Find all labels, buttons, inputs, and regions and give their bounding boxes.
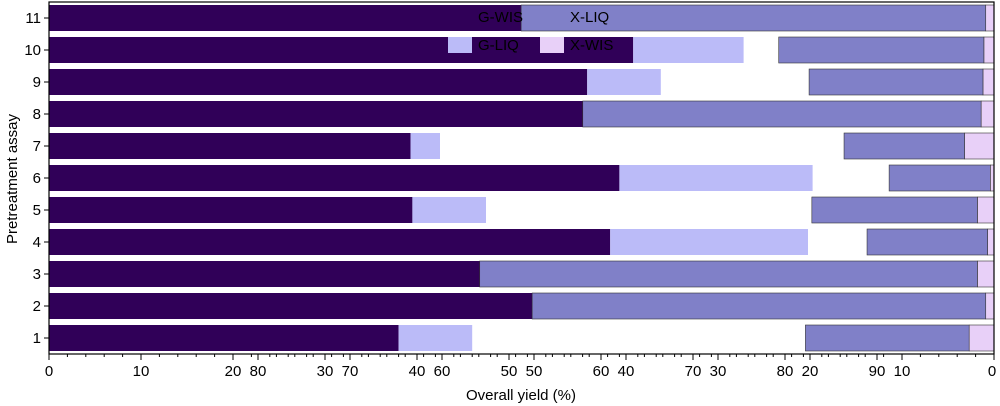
legend: G-WIS X-LIQ G-LIQ X-WIS: [448, 9, 613, 54]
bar-x-wis-8: [980, 100, 995, 128]
legend-label-x-wis: X-WIS: [570, 37, 613, 54]
y-tick-label: 5: [33, 202, 41, 219]
bar-x-wis-10: [983, 36, 995, 64]
bar-g-wis-8: [49, 101, 604, 127]
bar-x-wis-11: [985, 4, 995, 32]
y-tick-label: 1: [33, 330, 41, 347]
y-tick-label: 11: [25, 10, 41, 27]
y-tick-label: 8: [33, 106, 41, 123]
bar-g-wis-1: [49, 325, 399, 351]
bar-g-liq-7: [410, 133, 440, 159]
x-tick-label: 50: [526, 363, 543, 380]
bar-g-liq-10: [633, 37, 744, 63]
bar-x-liq-8: [582, 100, 982, 128]
legend-swatch-g-wis: [448, 9, 472, 25]
y-tick-label: 6: [33, 170, 41, 187]
y-tick-label: 7: [33, 138, 41, 155]
bar-g-wis-9: [49, 69, 588, 95]
legend-label-x-liq: X-LIQ: [570, 9, 609, 26]
x-tick-label: 80: [777, 363, 794, 380]
x-tick-label: 40: [409, 363, 426, 380]
y-tick-label: 9: [33, 74, 41, 91]
x-tick-label: 80: [250, 363, 267, 380]
bar-g-wis-4: [49, 229, 611, 255]
legend-swatch-x-liq: [540, 9, 564, 25]
bar-x-liq-11: [520, 4, 987, 32]
bar-x-liq-1: [805, 324, 970, 352]
x-tick-label: 40: [618, 363, 635, 380]
bar-x-liq-10: [778, 36, 985, 64]
x-tick-label: 0: [45, 363, 53, 380]
bar-x-wis-5: [977, 196, 995, 224]
x-tick-label: 60: [434, 363, 451, 380]
bar-x-wis-3: [977, 260, 995, 288]
bar-g-liq-9: [587, 69, 661, 95]
bar-x-wis-4: [987, 228, 995, 256]
bar-g-liq-5: [412, 197, 486, 223]
legend-swatch-g-liq: [448, 37, 472, 53]
x-tick-label: 20: [225, 363, 242, 380]
legend-swatch-x-wis: [540, 37, 564, 53]
bar-x-liq-3: [479, 260, 978, 288]
x-tick-label: 20: [802, 363, 819, 380]
y-tick-label: 4: [33, 234, 41, 251]
x-tick-label: 70: [685, 363, 702, 380]
bar-x-liq-9: [808, 68, 984, 96]
x-tick-label: 90: [869, 363, 886, 380]
x-tick-label: 50: [501, 363, 518, 380]
bar-x-liq-6: [888, 164, 991, 192]
y-tick-label: 2: [33, 298, 41, 315]
y-axis: 1 2 3 4 5 6 7 8 9 10 11: [24, 10, 49, 347]
x-tick-label: 30: [710, 363, 727, 380]
legend-label-g-liq: G-LIQ: [478, 37, 519, 54]
bar-x-liq-7: [843, 132, 965, 160]
bar-g-wis-7: [49, 133, 411, 159]
bar-x-wis-2: [985, 292, 995, 320]
bar-g-wis-5: [49, 197, 413, 223]
x-tick-label: 70: [342, 363, 359, 380]
x-tick-label: 60: [593, 363, 610, 380]
x-tick-label: 30: [317, 363, 334, 380]
y-tick-label: 10: [24, 42, 41, 59]
bar-g-liq-6: [619, 165, 813, 191]
x-axis: 0 10 20 30 40 50 60 70 80 90 80 70 60 50 40 30 20 10 0: [45, 354, 996, 380]
x-tick-label: 10: [894, 363, 911, 380]
bars-layer: [49, 4, 995, 352]
bar-g-liq-4: [610, 229, 808, 255]
bar-x-wis-1: [968, 324, 995, 352]
bar-g-wis-3: [49, 261, 486, 287]
bar-x-wis-7: [964, 132, 995, 160]
bar-g-liq-1: [398, 325, 473, 351]
y-tick-label: 3: [33, 266, 41, 283]
bar-g-wis-11: [49, 5, 601, 31]
bar-x-liq-2: [531, 292, 987, 320]
bar-x-wis-9: [982, 68, 995, 96]
x-tick-label: 10: [133, 363, 150, 380]
x-tick-label: 0: [988, 363, 996, 380]
bar-g-wis-6: [49, 165, 620, 191]
bar-x-liq-5: [811, 196, 978, 224]
bar-g-wis-10: [49, 37, 634, 63]
bar-x-liq-4: [866, 228, 988, 256]
x-axis-title: Overall yield (%): [466, 387, 576, 404]
y-axis-title: Pretreatment assay: [4, 113, 21, 244]
legend-label-g-wis: G-WIS: [478, 9, 523, 26]
